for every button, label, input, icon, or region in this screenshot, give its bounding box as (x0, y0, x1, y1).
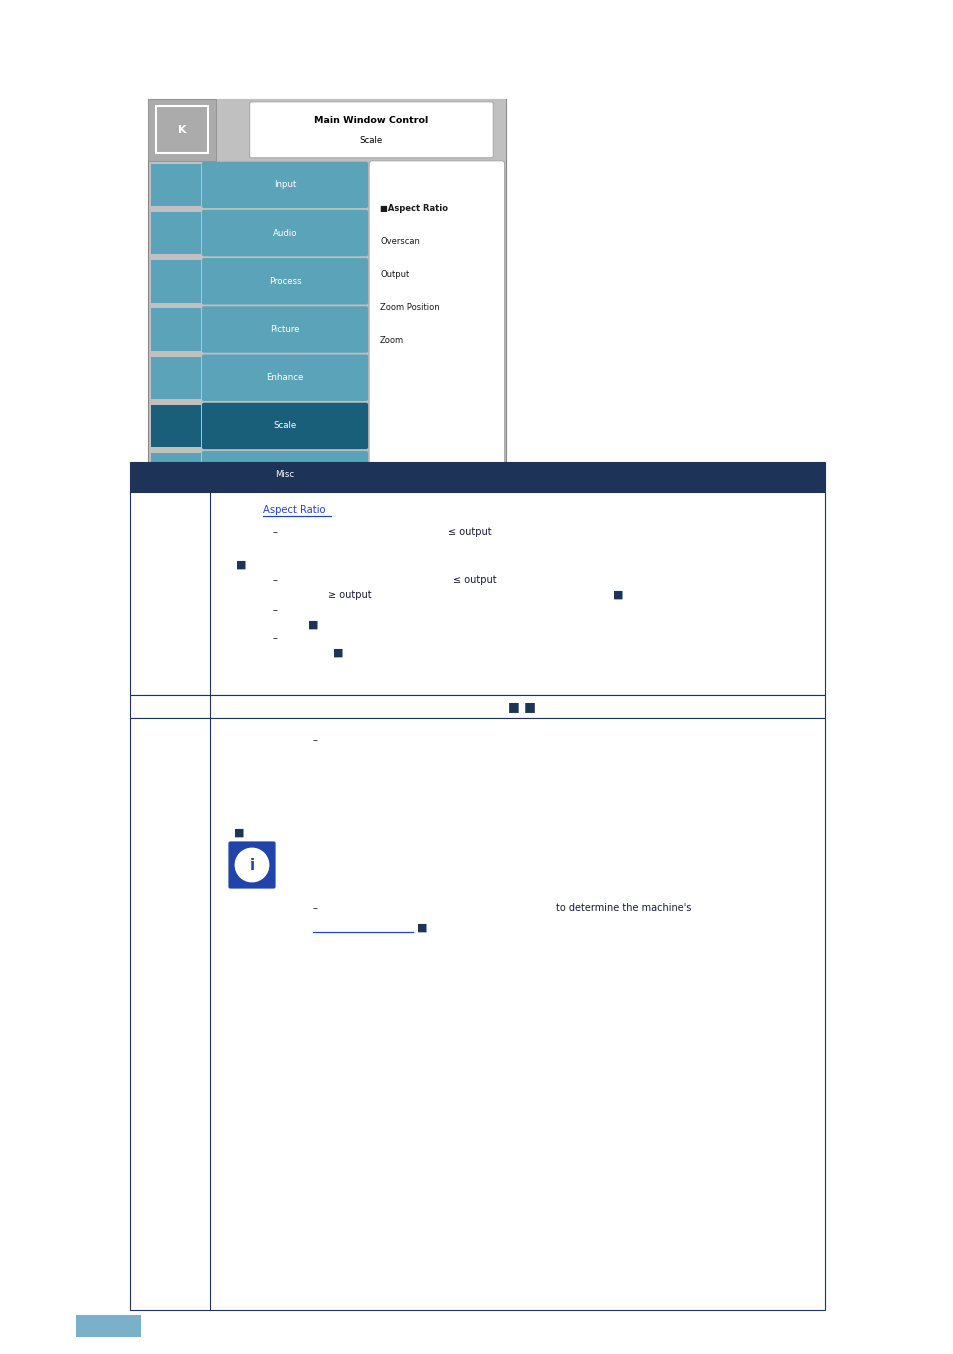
FancyBboxPatch shape (369, 161, 504, 498)
Bar (130, 695, 824, 718)
Text: Process: Process (269, 276, 301, 286)
FancyBboxPatch shape (202, 259, 368, 305)
Bar (148, 99, 505, 498)
Bar (76, 1315, 141, 1336)
Bar (130, 492, 824, 695)
Text: Picture: Picture (270, 325, 299, 334)
Bar (148, 99, 505, 161)
Text: Scale: Scale (274, 421, 296, 431)
Text: to determine the machine's: to determine the machine's (556, 903, 691, 913)
Text: Zoom Position: Zoom Position (379, 303, 439, 311)
Bar (151, 454, 201, 496)
Bar (151, 164, 201, 206)
Text: Input: Input (274, 180, 295, 190)
FancyBboxPatch shape (202, 306, 368, 353)
Text: Overscan: Overscan (379, 237, 419, 246)
Text: Output: Output (379, 269, 409, 279)
Bar (151, 309, 201, 351)
Text: Audio: Audio (273, 229, 297, 237)
FancyBboxPatch shape (202, 402, 368, 450)
Circle shape (235, 848, 269, 881)
Text: ■: ■ (333, 649, 343, 658)
Bar (130, 718, 824, 1311)
FancyBboxPatch shape (202, 210, 368, 256)
Text: –: – (313, 735, 317, 745)
Bar (148, 99, 215, 161)
FancyBboxPatch shape (202, 355, 368, 401)
Text: ■: ■ (416, 923, 427, 933)
Bar (151, 356, 201, 399)
Text: –: – (313, 903, 317, 913)
FancyBboxPatch shape (202, 451, 368, 497)
Text: ≤ output: ≤ output (453, 575, 497, 585)
Text: ■: ■ (613, 590, 623, 600)
Text: ≤ output: ≤ output (448, 527, 491, 538)
Text: Main Window Control: Main Window Control (314, 116, 428, 126)
Text: i: i (249, 857, 254, 872)
Text: Zoom: Zoom (379, 336, 404, 345)
Text: ■: ■ (308, 620, 318, 630)
Bar (151, 260, 201, 302)
Bar (156, 106, 208, 153)
FancyBboxPatch shape (227, 839, 276, 890)
Text: –: – (273, 634, 277, 643)
Text: Misc: Misc (275, 470, 294, 479)
Text: –: – (273, 575, 277, 585)
Bar (130, 462, 824, 492)
Text: K: K (177, 125, 186, 135)
FancyBboxPatch shape (202, 161, 368, 209)
Text: Enhance: Enhance (266, 374, 303, 382)
Text: Aspect Ratio: Aspect Ratio (263, 505, 325, 515)
Text: –: – (273, 605, 277, 615)
Text: ■: ■ (233, 829, 244, 838)
Text: ≥ output: ≥ output (328, 590, 372, 600)
Text: Scale: Scale (359, 135, 383, 145)
Text: ■: ■ (235, 561, 246, 570)
Text: ■ ■: ■ ■ (507, 700, 536, 714)
Bar (151, 405, 201, 447)
FancyBboxPatch shape (250, 102, 493, 158)
Text: –: – (273, 527, 277, 538)
Bar (151, 211, 201, 255)
Text: ■Aspect Ratio: ■Aspect Ratio (379, 204, 448, 214)
